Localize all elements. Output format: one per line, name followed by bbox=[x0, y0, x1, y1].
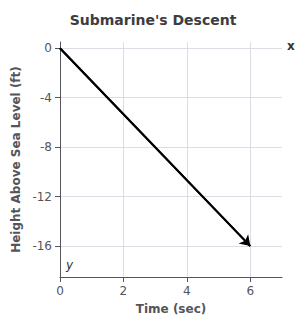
svg-text:Height Above Sea Level (ft): Height Above Sea Level (ft) bbox=[9, 66, 23, 253]
svg-text:Time (sec): Time (sec) bbox=[136, 302, 206, 316]
svg-text:y: y bbox=[65, 258, 74, 272]
svg-text:4: 4 bbox=[183, 284, 191, 298]
svg-text:0: 0 bbox=[44, 41, 52, 55]
svg-text:-12: -12 bbox=[32, 190, 52, 204]
svg-text:x: x bbox=[287, 39, 295, 53]
svg-text:-4: -4 bbox=[40, 91, 52, 105]
svg-text:6: 6 bbox=[246, 284, 254, 298]
svg-text:-16: -16 bbox=[32, 239, 52, 253]
svg-text:0: 0 bbox=[56, 284, 64, 298]
svg-text:2: 2 bbox=[120, 284, 128, 298]
svg-text:-8: -8 bbox=[40, 140, 52, 154]
svg-text:Submarine's Descent: Submarine's Descent bbox=[70, 12, 237, 28]
